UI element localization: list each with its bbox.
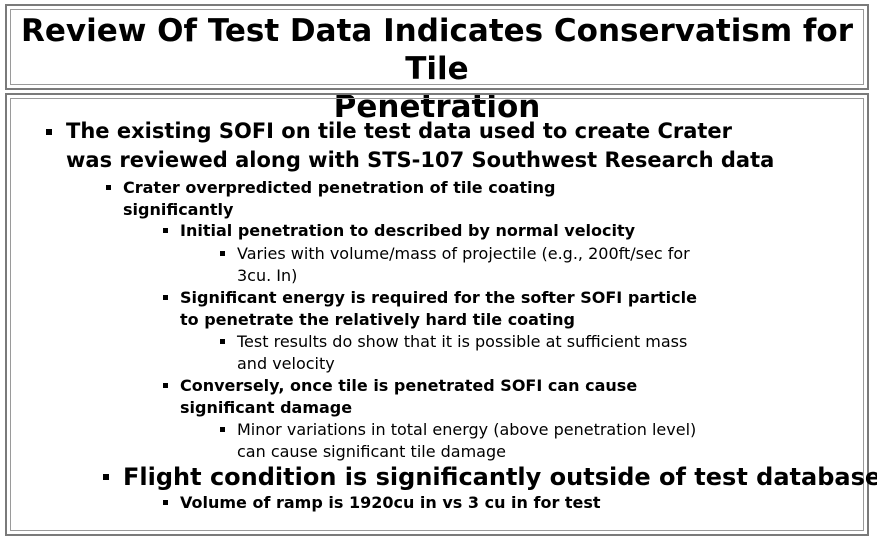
bullet-text-line: Test results do show that it is possible… — [237, 332, 688, 351]
title-frame: Review Of Test Data Indicates Conservati… — [5, 4, 869, 125]
bullet-minor-variations: Minor variations in total energy (above … — [220, 419, 697, 463]
bullet-volume-of-ramp: Volume of ramp is 1920cu in vs 3 cu in f… — [163, 492, 601, 514]
bullet-marker — [103, 474, 109, 480]
bullet-text-line: significantly — [123, 200, 234, 219]
bullet-text-line: 3cu. In) — [237, 266, 298, 285]
slide-title-line-2: Penetration — [333, 89, 541, 125]
bullet-test-results: Test results do show that it is possible… — [220, 331, 688, 375]
bullet-marker — [106, 185, 111, 190]
bullet-significant-energy: Significant energy is required for the s… — [163, 287, 697, 331]
bullet-text-line: to penetrate the relatively hard tile co… — [180, 310, 575, 329]
bullet-text-line: Minor variations in total energy (above … — [237, 420, 697, 439]
bullet-text-line: The existing SOFI on tile test data used… — [66, 119, 733, 143]
slide-title: Review Of Test Data Indicates Conservati… — [7, 12, 867, 126]
bullet-text-line: was reviewed along with STS-107 Southwes… — [66, 148, 775, 172]
bullet-marker — [220, 251, 225, 256]
bullet-initial-penetration: Initial penetration to described by norm… — [163, 220, 636, 242]
bullet-text-line: Varies with volume/mass of projectile (e… — [237, 244, 690, 263]
content-inner-border — [10, 98, 864, 531]
bullet-text-line: Crater overpredicted penetration of tile… — [123, 178, 556, 197]
bullet-text-line: significant damage — [180, 398, 353, 417]
bullet-crater-overpredicted: Crater overpredicted penetration of tile… — [106, 177, 556, 221]
bullet-varies-with-volume: Varies with volume/mass of projectile (e… — [220, 243, 690, 287]
bullet-conversely: Conversely, once tile is penetrated SOFI… — [163, 375, 638, 419]
bullet-marker — [163, 295, 168, 300]
content-frame — [5, 93, 869, 536]
bullet-marker — [220, 339, 225, 344]
bullet-marker — [163, 228, 168, 233]
title-inner-border — [10, 9, 864, 85]
bullet-text-line: Volume of ramp is 1920cu in vs 3 cu in f… — [180, 493, 601, 512]
bullet-marker — [46, 129, 52, 135]
bullet-marker — [163, 383, 168, 388]
bullet-existing-sofi-data: The existing SOFI on tile test data used… — [46, 117, 775, 175]
bullet-text-line: Initial penetration to described by norm… — [180, 221, 636, 240]
bullet-text-line: Conversely, once tile is penetrated SOFI… — [180, 376, 638, 395]
bullet-text-line: Flight condition is significantly outsid… — [123, 463, 877, 491]
bullet-text-line: can cause significant tile damage — [237, 442, 506, 461]
bullet-text-line: Significant energy is required for the s… — [180, 288, 697, 307]
bullet-marker — [163, 500, 168, 505]
bullet-flight-condition: Flight condition is significantly outsid… — [103, 462, 877, 492]
bullet-text-line: and velocity — [237, 354, 335, 373]
bullet-marker — [220, 427, 225, 432]
slide-title-line-1: Review Of Test Data Indicates Conservati… — [21, 13, 853, 87]
